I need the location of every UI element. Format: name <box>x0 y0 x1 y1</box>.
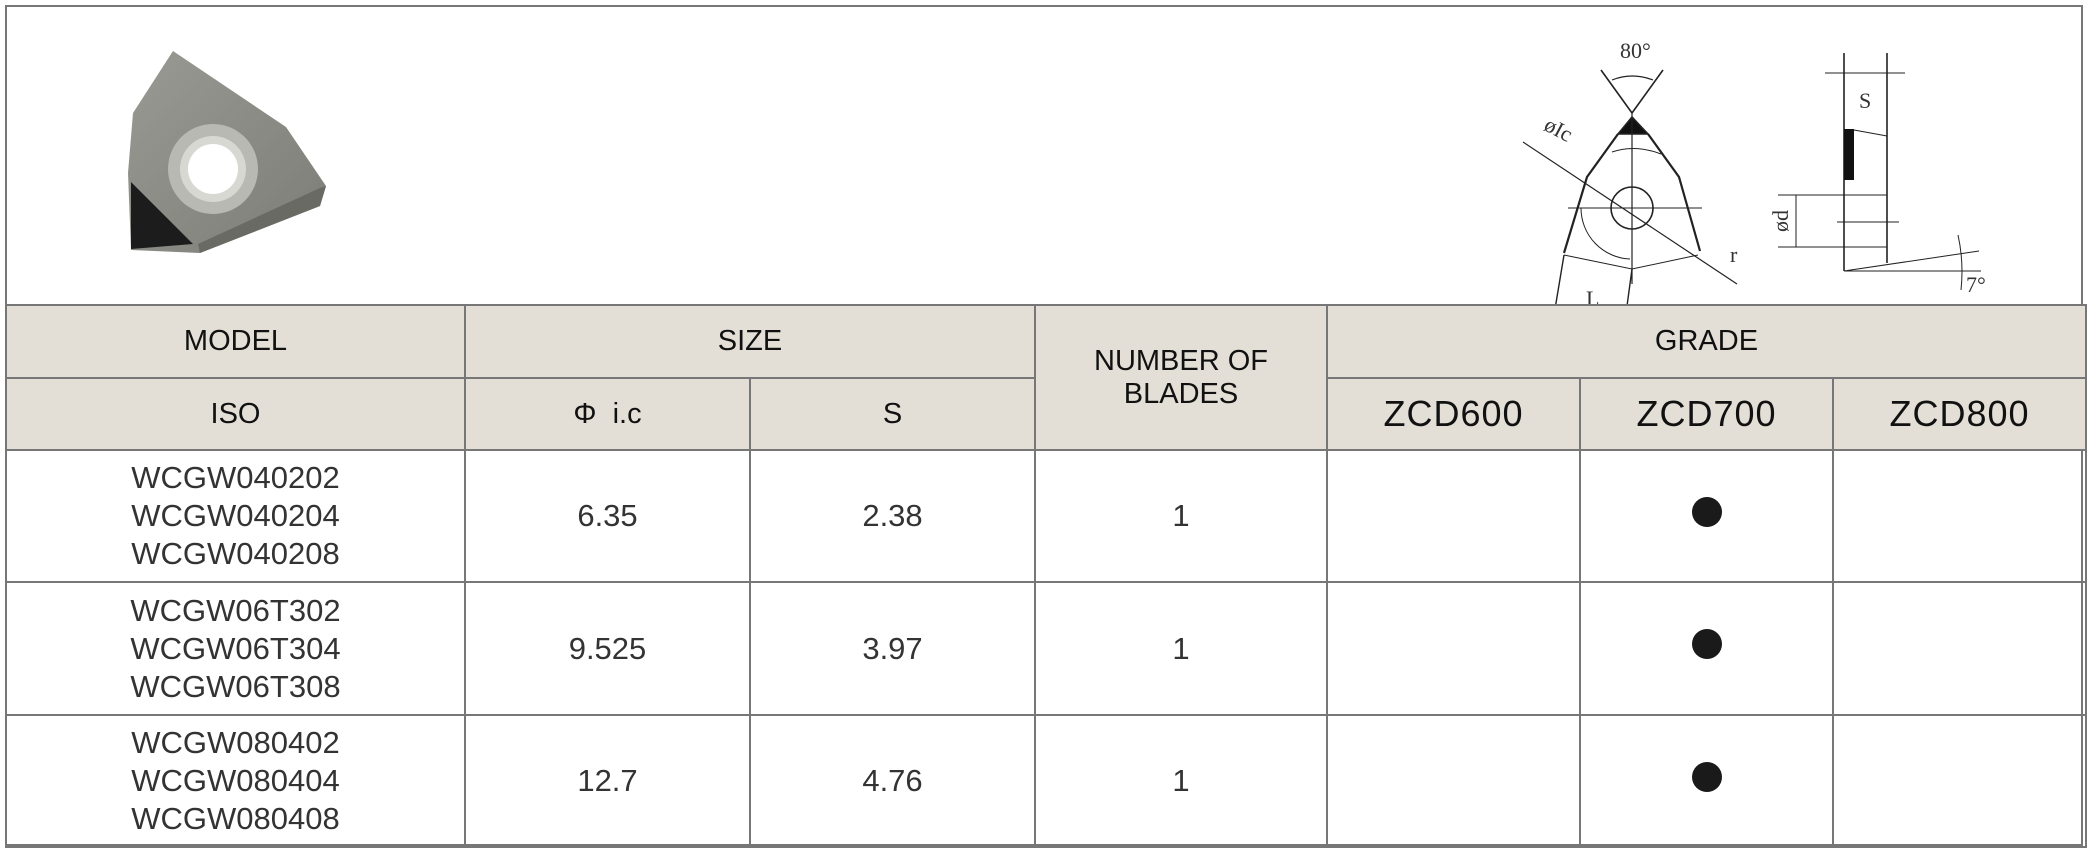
blades-header: NUMBER OF BLADES <box>1034 304 1328 451</box>
grade-cell <box>1326 581 1581 716</box>
model-code: WCGW080408 <box>131 801 340 836</box>
model-header: MODEL <box>5 304 466 379</box>
model-code: WCGW06T302 <box>130 592 341 628</box>
available-dot-icon <box>1691 761 1722 792</box>
insert-product-image <box>128 51 326 253</box>
model-code: WCGW06T304 <box>130 630 341 666</box>
grade-header: GRADE <box>1326 304 2087 379</box>
blades-cell: 1 <box>1034 714 1328 848</box>
s-cell: 3.97 <box>749 581 1036 716</box>
model-cell: WCGW06T302 WCGW06T304 WCGW06T308 <box>5 581 466 716</box>
grade-cell <box>1832 449 2087 583</box>
ic-header: Φ i.c <box>464 377 751 451</box>
grade-zcd600-header: ZCD600 <box>1326 377 1581 451</box>
insert-dimension-diagram: 80° øIc r L S ød 7° <box>1522 38 1986 310</box>
s-cell: 2.38 <box>749 449 1036 583</box>
length-label: L <box>1586 286 1599 310</box>
grade-cell <box>1326 449 1581 583</box>
table-row: WCGW080402 WCGW080404 WCGW080408 12.7 4.76 1 <box>5 714 2087 848</box>
model-cell: WCGW040202 WCGW040204 WCGW040208 <box>5 449 466 583</box>
model-code: WCGW040208 <box>131 536 340 571</box>
ic-cell: 9.525 <box>464 581 751 716</box>
clearance-label: 7° <box>1966 272 1986 297</box>
blades-cell: 1 <box>1034 581 1328 716</box>
ic-cell: 12.7 <box>464 714 751 848</box>
model-code: WCGW040202 <box>131 460 340 495</box>
grade-cell <box>1579 449 1834 583</box>
model-cell: WCGW080402 WCGW080404 WCGW080408 <box>5 714 466 848</box>
s-header: S <box>749 377 1036 451</box>
ic-cell: 6.35 <box>464 449 751 583</box>
size-header: SIZE <box>464 304 1036 379</box>
grade-cell <box>1326 714 1581 848</box>
grade-cell <box>1579 581 1834 716</box>
angle-label: 80° <box>1620 38 1651 63</box>
radius-label: r <box>1730 242 1738 267</box>
model-code: WCGW080404 <box>131 763 340 798</box>
grade-cell <box>1832 714 2087 848</box>
grade-zcd800-header: ZCD800 <box>1832 377 2087 451</box>
hole-label: ød <box>1768 210 1793 232</box>
thickness-label: S <box>1859 88 1871 113</box>
ic-label: øIc <box>1540 112 1577 147</box>
grade-cell <box>1579 714 1834 848</box>
iso-header: ISO <box>5 377 466 451</box>
grade-zcd700-header: ZCD700 <box>1579 377 1834 451</box>
table-row: WCGW06T302 WCGW06T304 WCGW06T308 9.525 3.97 1 <box>5 581 2087 716</box>
s-cell: 4.76 <box>749 714 1036 848</box>
model-code: WCGW080402 <box>131 725 340 760</box>
table-row: WCGW040202 WCGW040204 WCGW040208 6.35 2.38 1 <box>5 449 2087 583</box>
product-table: MODEL SIZE NUMBER OF BLADES GRADE ISO Φ … <box>5 304 2087 848</box>
model-code: WCGW06T308 <box>130 668 341 704</box>
model-code: WCGW040204 <box>131 498 340 533</box>
blades-cell: 1 <box>1034 449 1328 583</box>
available-dot-icon <box>1691 629 1722 659</box>
available-dot-icon <box>1691 496 1722 527</box>
grade-cell <box>1832 581 2087 716</box>
